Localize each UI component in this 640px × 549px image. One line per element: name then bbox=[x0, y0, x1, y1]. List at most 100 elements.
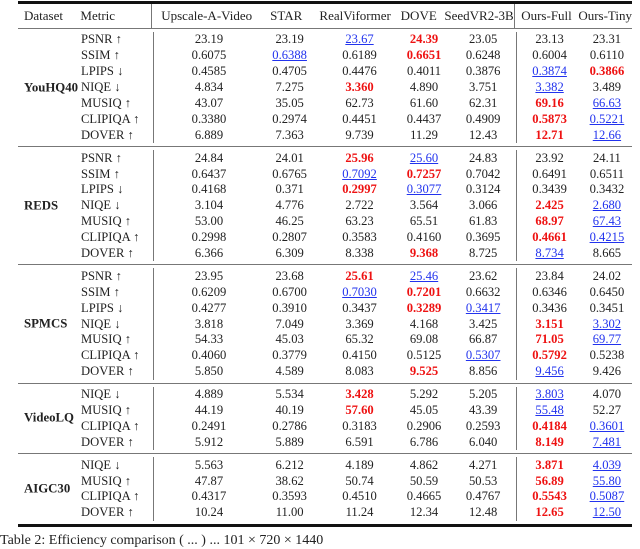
value: 8.856 bbox=[469, 364, 498, 379]
table-row: CLIPIQA ↑ 0.2491 0.2786 0.3183 0.2906 0.2593 0… bbox=[18, 418, 632, 435]
value-cell: 6.786 bbox=[398, 435, 450, 450]
value: 5.889 bbox=[275, 434, 304, 449]
column-header: Metric bbox=[80, 8, 116, 23]
column-header: Ours-Full bbox=[513, 4, 579, 28]
value-cell: 0.2786 bbox=[258, 419, 321, 434]
value: 4.862 bbox=[409, 457, 439, 472]
value-cell: 0.3124 bbox=[450, 182, 516, 197]
value-cell: 7.481 bbox=[582, 435, 632, 450]
value-cell: 0.6209 bbox=[152, 284, 259, 301]
table-row: DOVER ↑ 5.850 4.589 8.083 9.525 8.856 9.456 9.4… bbox=[18, 363, 632, 380]
value-cell: 0.3583 bbox=[321, 230, 398, 245]
value: 7.049 bbox=[275, 316, 304, 331]
second-value: 25.60 bbox=[409, 150, 439, 165]
value: 43.07 bbox=[194, 96, 224, 110]
value-cell: 0.6632 bbox=[450, 285, 516, 300]
value-cell: 45.03 bbox=[258, 332, 321, 347]
value: 6.040 bbox=[469, 434, 498, 449]
value: 23.13 bbox=[535, 32, 564, 47]
value: 23.84 bbox=[535, 268, 564, 283]
value-cell: 69.08 bbox=[398, 332, 450, 347]
second-value: 3.302 bbox=[592, 316, 622, 331]
metric-label: LPIPS ↓ bbox=[81, 182, 124, 197]
best-value: 3.871 bbox=[535, 457, 564, 472]
value: 0.3124 bbox=[465, 182, 501, 197]
second-value: 0.5307 bbox=[465, 348, 501, 363]
value: 0.6511 bbox=[589, 166, 625, 181]
value-cell: 5.205 bbox=[450, 387, 516, 402]
value-cell: 5.889 bbox=[258, 435, 321, 450]
best-value: 0.5792 bbox=[532, 348, 567, 363]
column-header: STAR bbox=[270, 8, 303, 23]
value-cell: 0.371 bbox=[258, 182, 321, 197]
best-value: 3.151 bbox=[535, 316, 564, 331]
dataset-label: YouHQ40 bbox=[24, 80, 79, 95]
value-cell: 24.39 bbox=[398, 32, 450, 47]
value-cell: 0.3077 bbox=[398, 182, 450, 197]
value: 0.3436 bbox=[532, 300, 567, 315]
value-cell: 0.5125 bbox=[398, 348, 450, 363]
value-cell: 0.5792 bbox=[516, 347, 582, 364]
value: 24.83 bbox=[469, 150, 498, 165]
value: 23.19 bbox=[275, 32, 304, 47]
best-value: 3.428 bbox=[345, 387, 374, 402]
table-row: PSNR ↑ 24.84 24.01 25.96 25.60 24.83 23.92 24.1… bbox=[18, 150, 632, 167]
value-cell: 6.366 bbox=[152, 245, 259, 262]
table-row: DOVER ↑ 6.366 6.309 8.338 9.368 8.725 8.734 8.6… bbox=[18, 245, 632, 262]
value: 62.73 bbox=[345, 96, 374, 110]
best-value: 12.65 bbox=[535, 505, 564, 520]
dataset-label: AIGC30 bbox=[24, 481, 71, 496]
value-cell: 10.24 bbox=[152, 504, 259, 521]
metric-label: DOVER ↑ bbox=[81, 364, 134, 379]
value-cell: 6.212 bbox=[258, 458, 321, 473]
second-value: 25.46 bbox=[409, 268, 439, 283]
table-header: Dataset Metric Upscale-A-Video STAR RealVifo… bbox=[18, 4, 632, 29]
value: 0.6248 bbox=[465, 48, 501, 63]
value-cell: 0.2906 bbox=[398, 419, 450, 434]
value-cell: 0.5543 bbox=[516, 489, 582, 505]
value-cell: 7.049 bbox=[258, 317, 321, 332]
value-cell: 5.563 bbox=[152, 457, 259, 474]
value: 0.4160 bbox=[406, 230, 442, 245]
value: 0.3432 bbox=[589, 182, 625, 197]
value-cell: 0.6388 bbox=[258, 48, 321, 63]
value: 8.665 bbox=[592, 246, 622, 261]
value-cell: 0.4476 bbox=[321, 64, 398, 79]
value-cell: 63.23 bbox=[321, 214, 398, 229]
value-cell: 9.426 bbox=[582, 364, 632, 379]
value: 23.62 bbox=[469, 268, 498, 283]
metric-label: MUSIQ ↑ bbox=[81, 473, 132, 488]
value: 8.725 bbox=[469, 246, 498, 261]
value-cell: 0.3876 bbox=[450, 64, 516, 79]
table-row: DOVER ↑ 6.889 7.363 9.739 11.29 12.43 12.71 12.… bbox=[18, 127, 632, 144]
value: 69.08 bbox=[409, 332, 439, 347]
table-row: PSNR ↑ 23.19 23.19 23.67 24.39 23.05 23.13 23.3… bbox=[18, 32, 632, 48]
value: 4.776 bbox=[275, 198, 304, 213]
value: 11.24 bbox=[345, 505, 374, 520]
dataset-group: VideoLQ NIQE ↓ 4.889 5.534 3.428 5.292 5.205 3.… bbox=[18, 384, 632, 455]
value-cell: 24.83 bbox=[450, 151, 516, 166]
value-cell: 23.67 bbox=[321, 32, 398, 47]
value-cell: 0.6110 bbox=[582, 48, 632, 63]
second-value: 66.63 bbox=[592, 96, 622, 110]
value-cell: 3.803 bbox=[516, 386, 582, 403]
metric-label: NIQE ↓ bbox=[81, 316, 121, 331]
value: 12.34 bbox=[409, 505, 439, 520]
best-value: 57.60 bbox=[345, 403, 374, 418]
table-row: NIQE ↓ 3.104 4.776 2.722 3.564 3.066 2.425 2.68… bbox=[18, 197, 632, 214]
value-cell: 6.309 bbox=[258, 246, 321, 261]
metric-label: DOVER ↑ bbox=[81, 127, 134, 142]
value: 0.6491 bbox=[532, 166, 567, 181]
best-value: 0.2997 bbox=[342, 182, 377, 197]
value-cell: 50.59 bbox=[398, 474, 450, 489]
value-cell: 0.6075 bbox=[152, 47, 259, 64]
value-cell: 0.6248 bbox=[450, 48, 516, 63]
best-value: 9.525 bbox=[409, 364, 439, 379]
value-cell: 25.46 bbox=[398, 269, 450, 284]
value-cell: 3.425 bbox=[450, 317, 516, 332]
table-row: SSIM ↑ 0.6075 0.6388 0.6189 0.6651 0.6248 0.60… bbox=[18, 47, 632, 64]
value: 8.338 bbox=[345, 246, 374, 261]
value-cell: 3.751 bbox=[450, 80, 516, 95]
best-value: 0.3866 bbox=[589, 64, 625, 79]
value-cell: 0.3866 bbox=[582, 64, 632, 79]
